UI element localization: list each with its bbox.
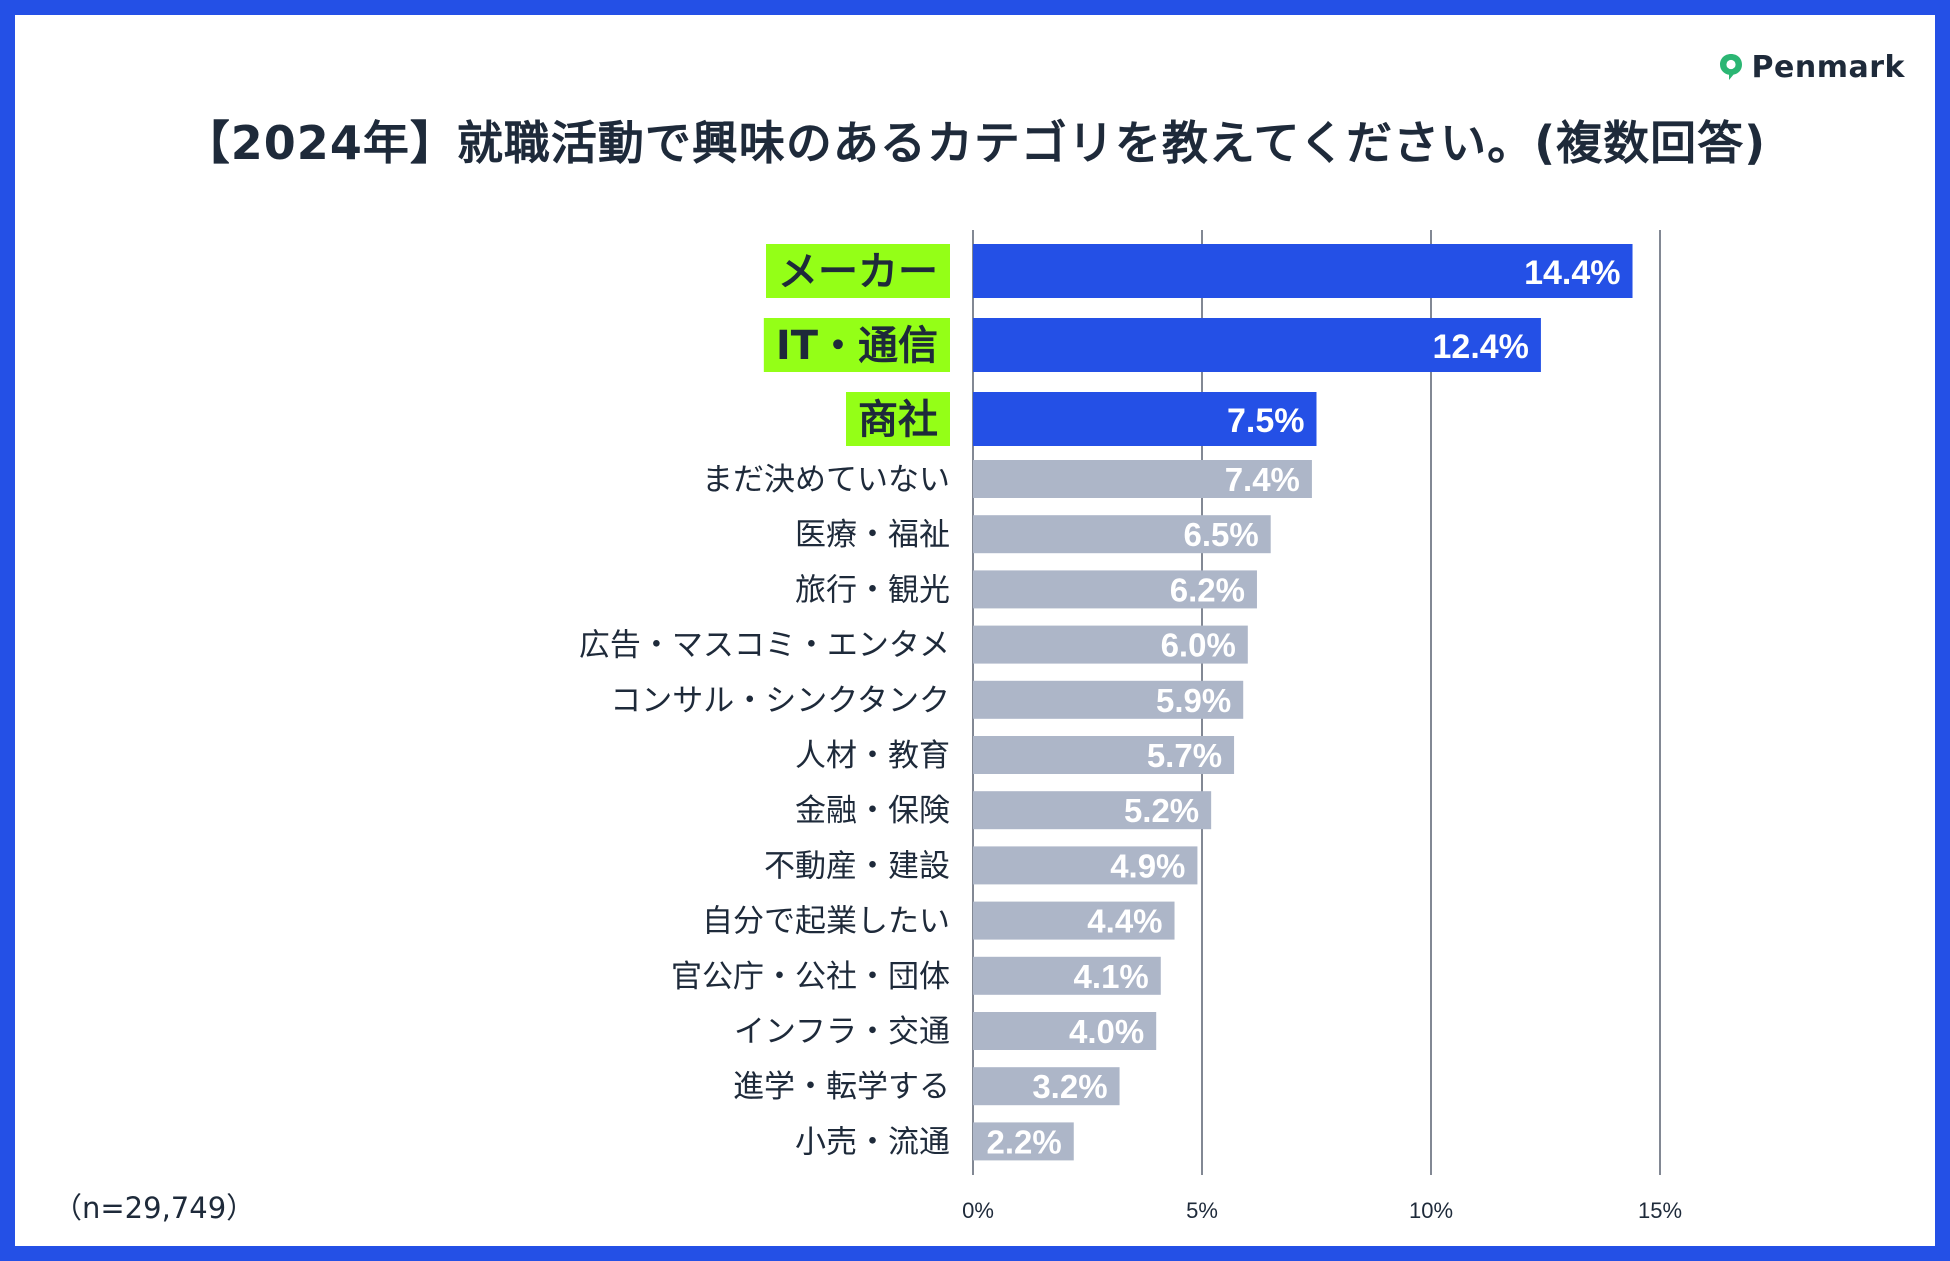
bar-value-label: 5.2%	[1124, 792, 1199, 829]
bar-value-label: 6.0%	[1161, 627, 1236, 664]
bar-value-label: 5.9%	[1156, 682, 1231, 719]
bar-chart: 0% 5% 10% 15% 14.4% メーカー 12.4% IT・通信 7.5% 商社 7.4% ま…	[579, 230, 1682, 1223]
bar-value-label: 3.2%	[1032, 1068, 1107, 1105]
bar-value-label: 7.5%	[1227, 402, 1305, 440]
category-label: 官公庁・公社・団体	[671, 959, 950, 995]
category-label: まだ決めていない	[702, 462, 950, 498]
bar	[973, 515, 1271, 554]
category-label: インフラ・交通	[734, 1014, 950, 1050]
sample-size-note: （n=29,749）	[53, 1191, 256, 1225]
bar-value-label: 2.2%	[987, 1123, 1062, 1160]
bar	[973, 1067, 1120, 1106]
bar-value-label: 6.2%	[1170, 571, 1245, 608]
category-label: 商社	[858, 397, 938, 443]
bar	[973, 846, 1198, 885]
category-label: メーカー	[778, 249, 938, 295]
bar	[973, 901, 1175, 940]
bar	[973, 680, 1244, 719]
category-highlight-bg	[846, 392, 950, 446]
bar	[973, 1012, 1157, 1050]
category-label: IT・通信	[776, 323, 938, 369]
category-label: 人材・教育	[795, 738, 950, 774]
category-highlight-bg	[766, 244, 950, 298]
category-highlight-bg	[763, 318, 950, 372]
bar	[973, 244, 1633, 298]
x-tick-label: 10%	[1409, 1198, 1453, 1223]
bar-value-label: 4.9%	[1110, 847, 1185, 884]
bar	[973, 570, 1257, 609]
x-tick-label: 15%	[1638, 1198, 1682, 1223]
x-tick-label: 0%	[962, 1198, 994, 1223]
category-label: 金融・保険	[795, 793, 950, 829]
chart-title: 【2024年】就職活動で興味のあるカテゴリを教えてください。(複数回答)	[183, 116, 1767, 170]
speech-bubble-icon	[1719, 54, 1742, 80]
bar	[973, 1122, 1074, 1161]
bar-value-label: 7.4%	[1225, 461, 1300, 498]
bar	[973, 625, 1248, 664]
bar-value-label: 14.4%	[1524, 254, 1620, 292]
bar-value-label: 12.4%	[1433, 328, 1529, 366]
bar-value-label: 5.7%	[1147, 737, 1222, 774]
bar	[973, 791, 1212, 830]
bar-value-label: 4.1%	[1074, 958, 1149, 995]
chart-card: Penmark 【2024年】就職活動で興味のあるカテゴリを教えてください。(複…	[15, 15, 1935, 1246]
brand-name: Penmark	[1751, 49, 1905, 85]
bar	[973, 318, 1541, 372]
bar	[973, 460, 1312, 498]
bar-value-label: 4.0%	[1069, 1013, 1144, 1050]
bar	[973, 392, 1317, 446]
x-tick-label: 5%	[1186, 1198, 1218, 1223]
bar	[973, 736, 1235, 774]
category-label: 旅行・観光	[795, 572, 950, 608]
bar-value-label: 6.5%	[1183, 516, 1258, 553]
category-label: 小売・流通	[795, 1124, 950, 1160]
category-label: 医療・福祉	[795, 517, 950, 553]
category-label: コンサル・シンクタンク	[610, 683, 950, 719]
category-label: 不動産・建設	[764, 848, 950, 884]
bar-value-label: 4.4%	[1087, 903, 1162, 940]
category-label: 広告・マスコミ・エンタメ	[579, 628, 950, 664]
brand-logo: Penmark	[1718, 47, 1905, 87]
category-label: 進学・転学する	[733, 1069, 950, 1105]
bar	[973, 956, 1161, 995]
category-label: 自分で起業したい	[702, 904, 950, 940]
